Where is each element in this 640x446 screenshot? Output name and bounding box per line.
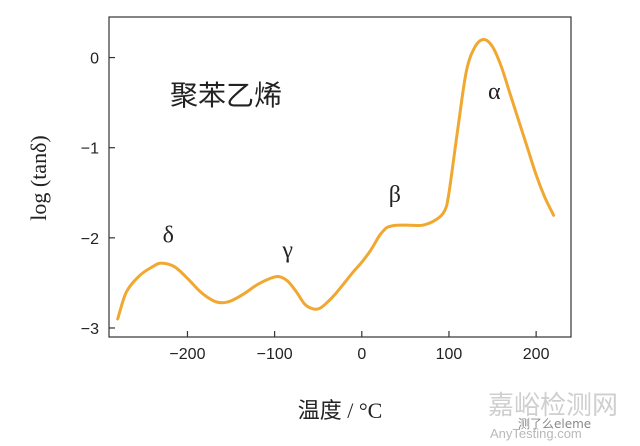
y-tick-label: −2 bbox=[81, 231, 99, 248]
x-axis-label: 温度 / °C bbox=[298, 398, 383, 423]
x-tick-label: −100 bbox=[257, 346, 293, 363]
y-tick-label: −3 bbox=[81, 321, 99, 338]
peak-label: δ bbox=[163, 222, 174, 248]
x-tick-label: 0 bbox=[357, 346, 366, 363]
x-tick-label: 100 bbox=[436, 346, 463, 363]
peak-label: β bbox=[389, 182, 401, 208]
x-tick-label: −200 bbox=[169, 346, 205, 363]
watermark-sub: AnyTesting.com bbox=[490, 426, 582, 441]
watermark-main: 嘉峪检测网 bbox=[488, 391, 618, 421]
watermark-note: 测了么eleme bbox=[518, 417, 591, 431]
peak-label: γ bbox=[281, 238, 293, 264]
chart-title: 聚苯乙烯 bbox=[170, 79, 282, 112]
x-tick-label: 200 bbox=[523, 346, 550, 363]
y-axis-label: log (tanδ) bbox=[26, 135, 51, 221]
peak-label: α bbox=[488, 79, 501, 105]
plot-frame bbox=[108, 16, 572, 338]
series-layer bbox=[116, 38, 556, 321]
annotations-layer: δ γ β α bbox=[163, 79, 501, 264]
ticks-layer: −200 −100 0 100 200 0 −1 −2 −3 bbox=[81, 51, 550, 363]
y-tick-label: 0 bbox=[90, 51, 99, 68]
y-tick-label: −1 bbox=[81, 141, 99, 158]
tan-delta-series-line bbox=[116, 38, 556, 321]
